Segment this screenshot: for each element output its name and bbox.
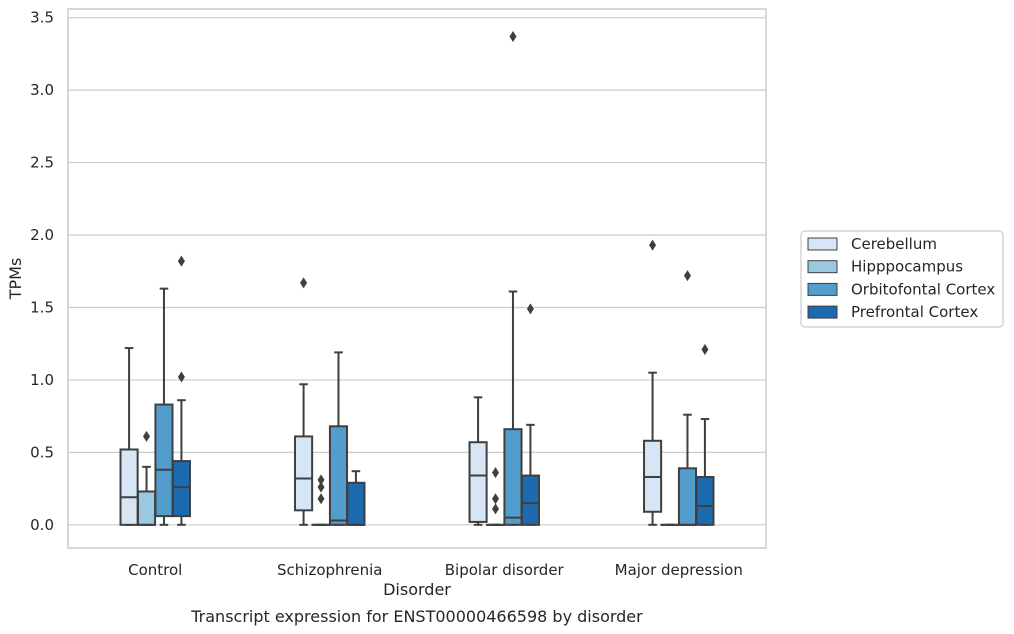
- outlier-point: [317, 493, 325, 505]
- legend-label: Cerebellum: [851, 235, 937, 253]
- y-tick-label: 2.0: [30, 226, 54, 244]
- legend-swatch: [807, 282, 838, 296]
- box-prefrontal-cortex: [520, 303, 540, 526]
- y-tick-label: 1.0: [30, 371, 54, 389]
- legend: Cerebellum Hipppocampus Orbitofontal Corte…: [800, 230, 1004, 328]
- outlier-point: [492, 467, 500, 479]
- legend-label: Prefrontal Cortex: [851, 303, 978, 321]
- plot-frame: [67, 8, 767, 549]
- box-prefrontal-cortex: [695, 343, 715, 526]
- box-cerebellum: [643, 239, 663, 526]
- x-axis-label: Disorder: [383, 580, 451, 599]
- box-body: [677, 467, 698, 526]
- box-orbitofontal-cortex: [154, 287, 174, 526]
- outlier-point: [492, 493, 500, 505]
- outlier-point: [492, 503, 500, 515]
- box-body: [171, 460, 191, 518]
- y-tick-label: 2.5: [30, 154, 54, 172]
- x-tick-label: Control: [128, 561, 182, 579]
- box-cerebellum: [294, 277, 314, 526]
- box-hipppocampus: [311, 474, 331, 526]
- x-tick-labels: Control Schizophrenia Bipolar disorder Majo…: [128, 561, 743, 579]
- y-tick-labels: 0.0 0.5 1.0 1.5 2.0 2.5 3.0 3.5: [30, 9, 54, 534]
- legend-label: Hipppocampus: [851, 258, 963, 276]
- y-tick-label: 0.0: [30, 516, 54, 534]
- box-body: [468, 441, 488, 523]
- outlier-point: [526, 303, 534, 315]
- y-tick-label: 3.5: [30, 9, 54, 27]
- outlier-point: [509, 31, 517, 43]
- outlier-point: [683, 270, 691, 282]
- y-tick-label: 1.5: [30, 298, 54, 316]
- box-orbitofontal-cortex: [677, 270, 698, 526]
- outlier-point: [317, 474, 325, 486]
- box-cerebellum: [468, 396, 488, 526]
- box-body: [119, 448, 139, 526]
- y-axis-label: TPMs: [6, 258, 25, 301]
- box-body: [328, 425, 349, 526]
- y-tick-label: 3.0: [30, 81, 54, 99]
- gridlines: [68, 17, 766, 526]
- box-prefrontal-cortex: [171, 255, 191, 526]
- box-body: [294, 435, 314, 512]
- box-body: [154, 403, 174, 518]
- box-prefrontal-cortex: [346, 470, 366, 526]
- box-groups: [119, 31, 715, 526]
- box-body: [695, 476, 715, 526]
- box-body: [346, 481, 366, 526]
- box-body: [136, 490, 157, 526]
- box-body: [503, 428, 523, 526]
- figure-caption: Transcript expression for ENST0000046659…: [190, 607, 643, 626]
- box-body: [520, 474, 540, 526]
- box-hipppocampus: [136, 430, 157, 526]
- outlier-point: [300, 277, 308, 289]
- legend-swatch: [807, 305, 838, 319]
- x-tick-label: Bipolar disorder: [445, 561, 565, 579]
- legend-label: Orbitofontal Cortex: [851, 280, 995, 298]
- box-orbitofontal-cortex: [328, 351, 349, 526]
- outlier-point: [177, 255, 185, 267]
- outlier-point: [701, 343, 709, 355]
- outlier-point: [143, 430, 151, 442]
- legend-frame: [800, 230, 1004, 328]
- x-tick-label: Major depression: [615, 561, 743, 579]
- outlier-point: [649, 239, 657, 251]
- box-cerebellum: [119, 347, 139, 526]
- y-tick-label: 0.5: [30, 443, 54, 461]
- legend-swatch: [807, 260, 838, 274]
- outlier-point: [177, 371, 185, 383]
- legend-swatch: [807, 237, 838, 251]
- box-orbitofontal-cortex: [503, 31, 523, 526]
- box-hipppocampus: [485, 467, 506, 526]
- x-tick-label: Schizophrenia: [277, 561, 382, 579]
- outlier-point: [317, 481, 325, 493]
